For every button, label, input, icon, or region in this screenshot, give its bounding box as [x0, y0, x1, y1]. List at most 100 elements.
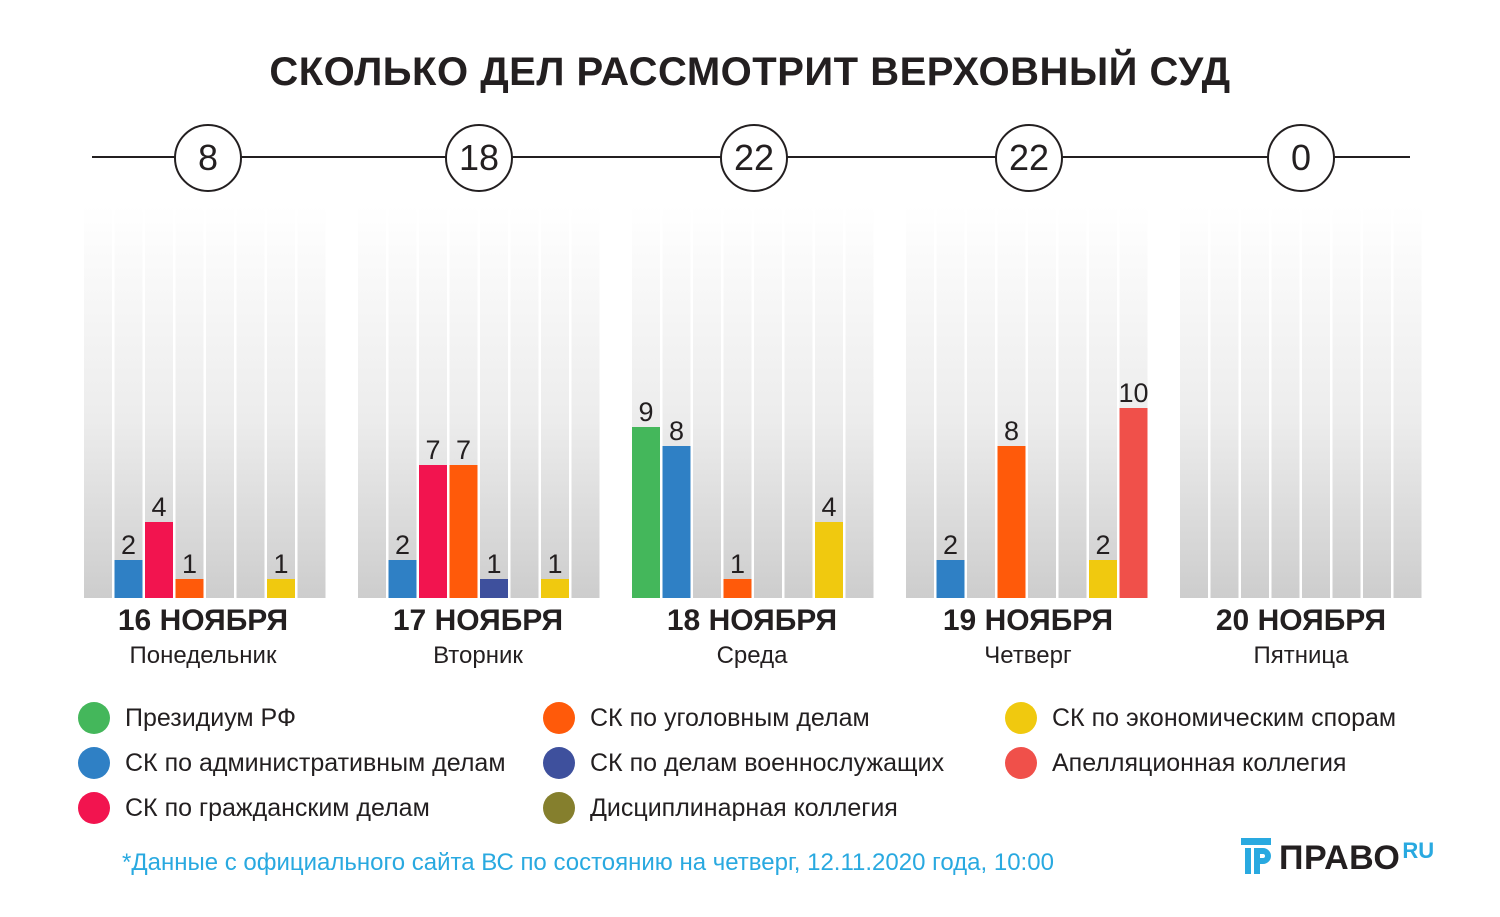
legend-label: Президиум РФ [125, 703, 296, 732]
bar-slot-background [541, 205, 569, 598]
bar [267, 579, 295, 598]
day-date: 20 НОЯБРЯ [1215, 604, 1387, 637]
bar-slot-background [1363, 205, 1391, 598]
day-date: 19 НОЯБРЯ [942, 604, 1114, 637]
day-weekday: Понедельник [129, 642, 277, 669]
bar-slot-background [1028, 205, 1056, 598]
legend-dot-red [1005, 747, 1037, 779]
bar-slot-background [1241, 205, 1269, 598]
bar-slot-background [906, 205, 934, 598]
bar-slot-background [206, 205, 234, 598]
legend-label: СК по уголовным делам [590, 703, 870, 732]
bar-slot-background [358, 205, 386, 598]
bar-slot-background [236, 205, 265, 598]
bar-value-label: 8 [1004, 416, 1019, 446]
bar-slot-background [1302, 205, 1330, 598]
legend-dot-olive [543, 792, 575, 824]
bar-value-label: 9 [638, 397, 653, 427]
legend-dot-crimson [78, 792, 110, 824]
bar-slot-background [1393, 205, 1422, 598]
legend-label: Апелляционная коллегия [1052, 748, 1347, 777]
bar-slot-background [1332, 205, 1361, 598]
bar-slot-background [723, 205, 752, 598]
bar-slot-background [571, 205, 600, 598]
bar-value-label: 1 [486, 549, 501, 579]
legend-label: СК по административным делам [125, 748, 506, 777]
legend-item: СК по делам военнослужащих [543, 747, 944, 779]
legend-item: СК по гражданским делам [78, 792, 430, 824]
bar [936, 560, 965, 598]
bar [1119, 408, 1148, 598]
bar-slot-background [784, 205, 813, 598]
legend-dot-yellow [1005, 702, 1037, 734]
bar [480, 579, 508, 598]
bar [723, 579, 752, 598]
bar-slot-background [480, 205, 508, 598]
footnote: *Данные с официального сайта ВС по состо… [122, 849, 1054, 876]
bar [815, 522, 843, 598]
bar [114, 560, 143, 598]
bar-value-label: 1 [730, 549, 745, 579]
legend-label: СК по делам военнослужащих [590, 748, 945, 777]
bar-value-label: 1 [182, 549, 197, 579]
bar-slot-background [267, 205, 295, 598]
bar [449, 465, 478, 598]
legend-dot-orange [543, 702, 575, 734]
bar-slot-background [936, 205, 965, 598]
bar-value-label: 2 [395, 530, 410, 560]
bar-value-label: 1 [547, 549, 562, 579]
bar [997, 446, 1026, 598]
bar-value-label: 10 [1118, 378, 1148, 408]
day-weekday: Четверг [984, 642, 1072, 669]
bar [1089, 560, 1117, 598]
bar-slot-background [1058, 205, 1087, 598]
day-weekday: Вторник [433, 642, 523, 669]
day-total-circle: 8 [174, 124, 242, 192]
bar-slot-background [693, 205, 721, 598]
bar-value-label: 2 [1095, 530, 1110, 560]
day-date: 17 НОЯБРЯ [392, 604, 564, 637]
bar-slot-background [510, 205, 539, 598]
bar-slot-background [114, 205, 143, 598]
bar-slot-background [1210, 205, 1239, 598]
legend-item: Апелляционная коллегия [1005, 747, 1346, 779]
bar-value-label: 4 [151, 492, 166, 522]
legend-item: СК по уголовным делам [543, 702, 870, 734]
legend-dot-blue [78, 747, 110, 779]
day-weekday: Среда [716, 642, 788, 669]
day-total-circle: 22 [720, 124, 788, 192]
legend-label: СК по гражданским делам [125, 793, 430, 822]
legend-dot-navy [543, 747, 575, 779]
bar-value-label: 8 [669, 416, 684, 446]
bar-value-label: 4 [821, 492, 836, 522]
day-total-circle: 18 [445, 124, 513, 192]
legend-item: СК по административным делам [78, 747, 506, 779]
day-weekday: Пятница [1253, 642, 1349, 669]
legend-item: Президиум РФ [78, 702, 296, 734]
bar-slot-background [297, 205, 326, 598]
bar-slot-background [84, 205, 112, 598]
bar-value-label: 2 [121, 530, 136, 560]
legend-item: СК по экономическим спорам [1005, 702, 1396, 734]
chart-title: СКОЛЬКО ДЕЛ РАССМОТРИТ ВЕРХОВНЫЙ СУД [269, 50, 1231, 94]
bar [662, 446, 691, 598]
bar-value-label: 7 [456, 435, 471, 465]
bar [388, 560, 417, 598]
day-total-circle: 22 [995, 124, 1063, 192]
bar-slot-background [175, 205, 204, 598]
bar [541, 579, 569, 598]
bar-slot-background [754, 205, 782, 598]
bar-value-label: 1 [273, 549, 288, 579]
bar [145, 522, 173, 598]
legend-label: СК по экономическим спорам [1052, 703, 1397, 732]
bar [175, 579, 204, 598]
bar-slot-background [388, 205, 417, 598]
bar-value-label: 7 [425, 435, 440, 465]
bar [632, 427, 660, 598]
bar-slot-background [1089, 205, 1117, 598]
bar-slot-background [1271, 205, 1300, 598]
day-date: 18 НОЯБРЯ [666, 604, 838, 637]
bar [419, 465, 447, 598]
bar-value-label: 2 [943, 530, 958, 560]
